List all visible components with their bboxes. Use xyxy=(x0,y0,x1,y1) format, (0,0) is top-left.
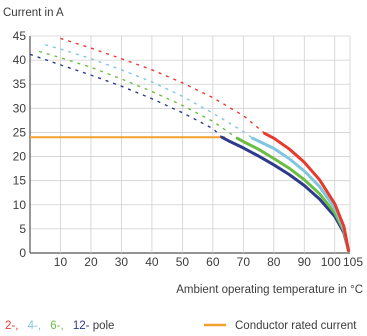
x-axis-label: Ambient operating temperature in °C xyxy=(176,284,363,296)
legend-prefix-4: 4-, xyxy=(28,320,41,332)
x-tick-labels: 10 20 30 40 50 60 70 80 90 100 105 xyxy=(54,255,364,269)
y-tick-label: 40 xyxy=(13,53,27,67)
x-tick-label: 40 xyxy=(145,255,159,269)
x-tick-label: 105 xyxy=(343,255,363,269)
series-lines xyxy=(29,37,350,253)
y-tick-label: 10 xyxy=(13,198,27,212)
grid xyxy=(29,35,351,254)
legend-pole-suffix: pole xyxy=(93,320,115,332)
y-tick-label: 30 xyxy=(13,101,27,115)
y-tick-label: 5 xyxy=(19,222,26,236)
y-tick-label: 15 xyxy=(13,174,27,188)
legend-prefix-6: 6-, xyxy=(50,320,63,332)
y-tick-label: 45 xyxy=(13,29,27,43)
legend-prefix-12: 12- xyxy=(73,320,90,332)
y-tick-labels: 0 5 10 15 20 25 30 35 40 45 xyxy=(13,29,27,260)
x-tick-label: 50 xyxy=(176,255,190,269)
y-tick-label: 20 xyxy=(13,150,27,164)
legend-pole-text: 2-, 4-, 6-, 12- pole xyxy=(5,320,114,332)
x-tick-label: 100 xyxy=(321,255,341,269)
x-tick-label: 10 xyxy=(54,255,68,269)
y-tick-label: 25 xyxy=(13,125,27,139)
x-tick-label: 60 xyxy=(206,255,220,269)
x-tick-label: 90 xyxy=(298,255,312,269)
legend-prefix-2: 2-, xyxy=(5,320,18,332)
x-tick-label: 20 xyxy=(84,255,98,269)
y-tick-label: 0 xyxy=(19,246,26,260)
legend-rated-label: Conductor rated current xyxy=(235,320,357,332)
series-dashed-4pole xyxy=(45,44,253,139)
series-dashed-12pole xyxy=(29,53,223,138)
x-tick-label: 30 xyxy=(115,255,129,269)
series-dashed-2pole xyxy=(60,37,266,134)
series-solid-2pole xyxy=(263,131,350,253)
y-tick-label: 35 xyxy=(13,77,27,91)
y-axis-label: Current in A xyxy=(3,7,64,19)
x-tick-label: 80 xyxy=(267,255,281,269)
x-tick-label: 70 xyxy=(237,255,251,269)
legend: 2-, 4-, 6-, 12- pole Conductor rated cur… xyxy=(5,320,357,332)
